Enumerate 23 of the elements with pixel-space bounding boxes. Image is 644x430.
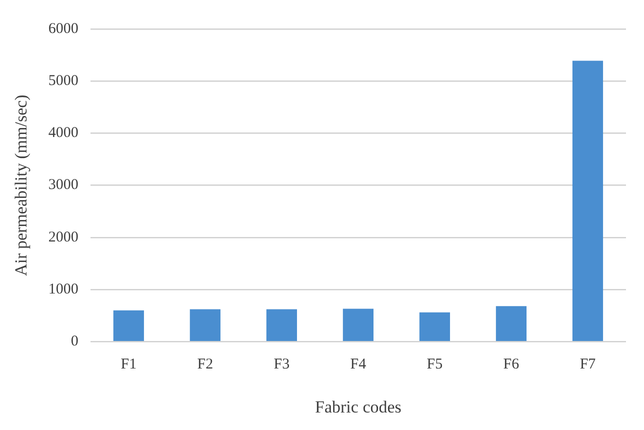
y-tick-label: 6000 [48,20,78,37]
y-tick-label: 3000 [48,177,78,194]
x-tick-label: F5 [426,356,443,373]
y-tick-label: 1000 [48,281,78,298]
x-tick-label: F4 [350,356,367,373]
bar [342,308,374,341]
bar [496,306,527,341]
x-tick-label: F3 [274,356,290,373]
x-tick-label: F1 [120,356,137,373]
y-tick-label: 0 [70,334,78,350]
x-tick-label: F6 [503,356,520,373]
bar [190,309,220,341]
x-axis-title: Fabric codes [315,397,402,416]
bar [266,309,297,341]
x-tick-label: F2 [197,356,214,373]
bar [419,312,450,341]
bar [113,310,144,341]
y-tick-label: 5000 [48,73,78,90]
x-tick-label: F7 [580,356,596,373]
y-tick-label: 2000 [48,229,78,246]
bar [572,60,604,341]
y-axis-title: Air permeability (mm/sec) [12,94,31,276]
y-tick-label: 4000 [48,125,78,142]
